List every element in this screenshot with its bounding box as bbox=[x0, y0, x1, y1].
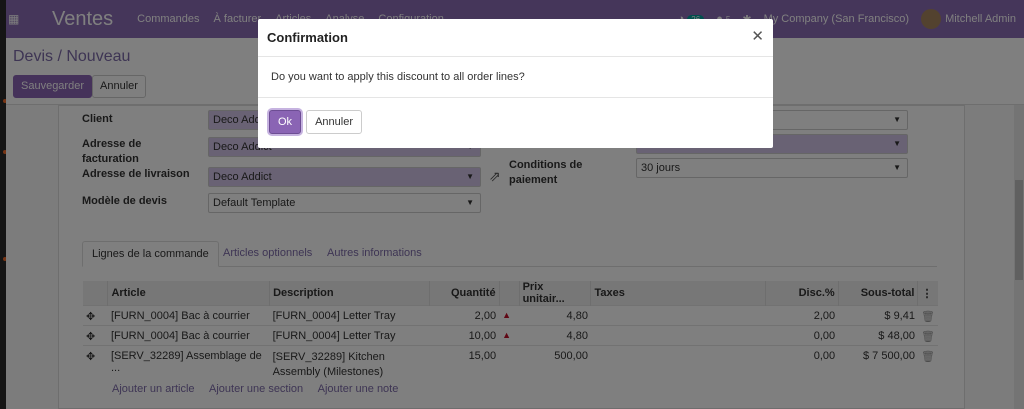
close-icon[interactable]: ✕ bbox=[751, 28, 764, 45]
ok-button[interactable]: Ok bbox=[269, 110, 302, 134]
dialog-footer: Ok Annuler bbox=[258, 98, 773, 146]
dialog-title: Confirmation bbox=[258, 19, 773, 57]
cancel-button[interactable]: Annuler bbox=[306, 110, 362, 134]
confirmation-dialog: Confirmation ✕ Do you want to apply this… bbox=[258, 19, 773, 148]
dialog-message: Do you want to apply this discount to al… bbox=[258, 57, 773, 98]
